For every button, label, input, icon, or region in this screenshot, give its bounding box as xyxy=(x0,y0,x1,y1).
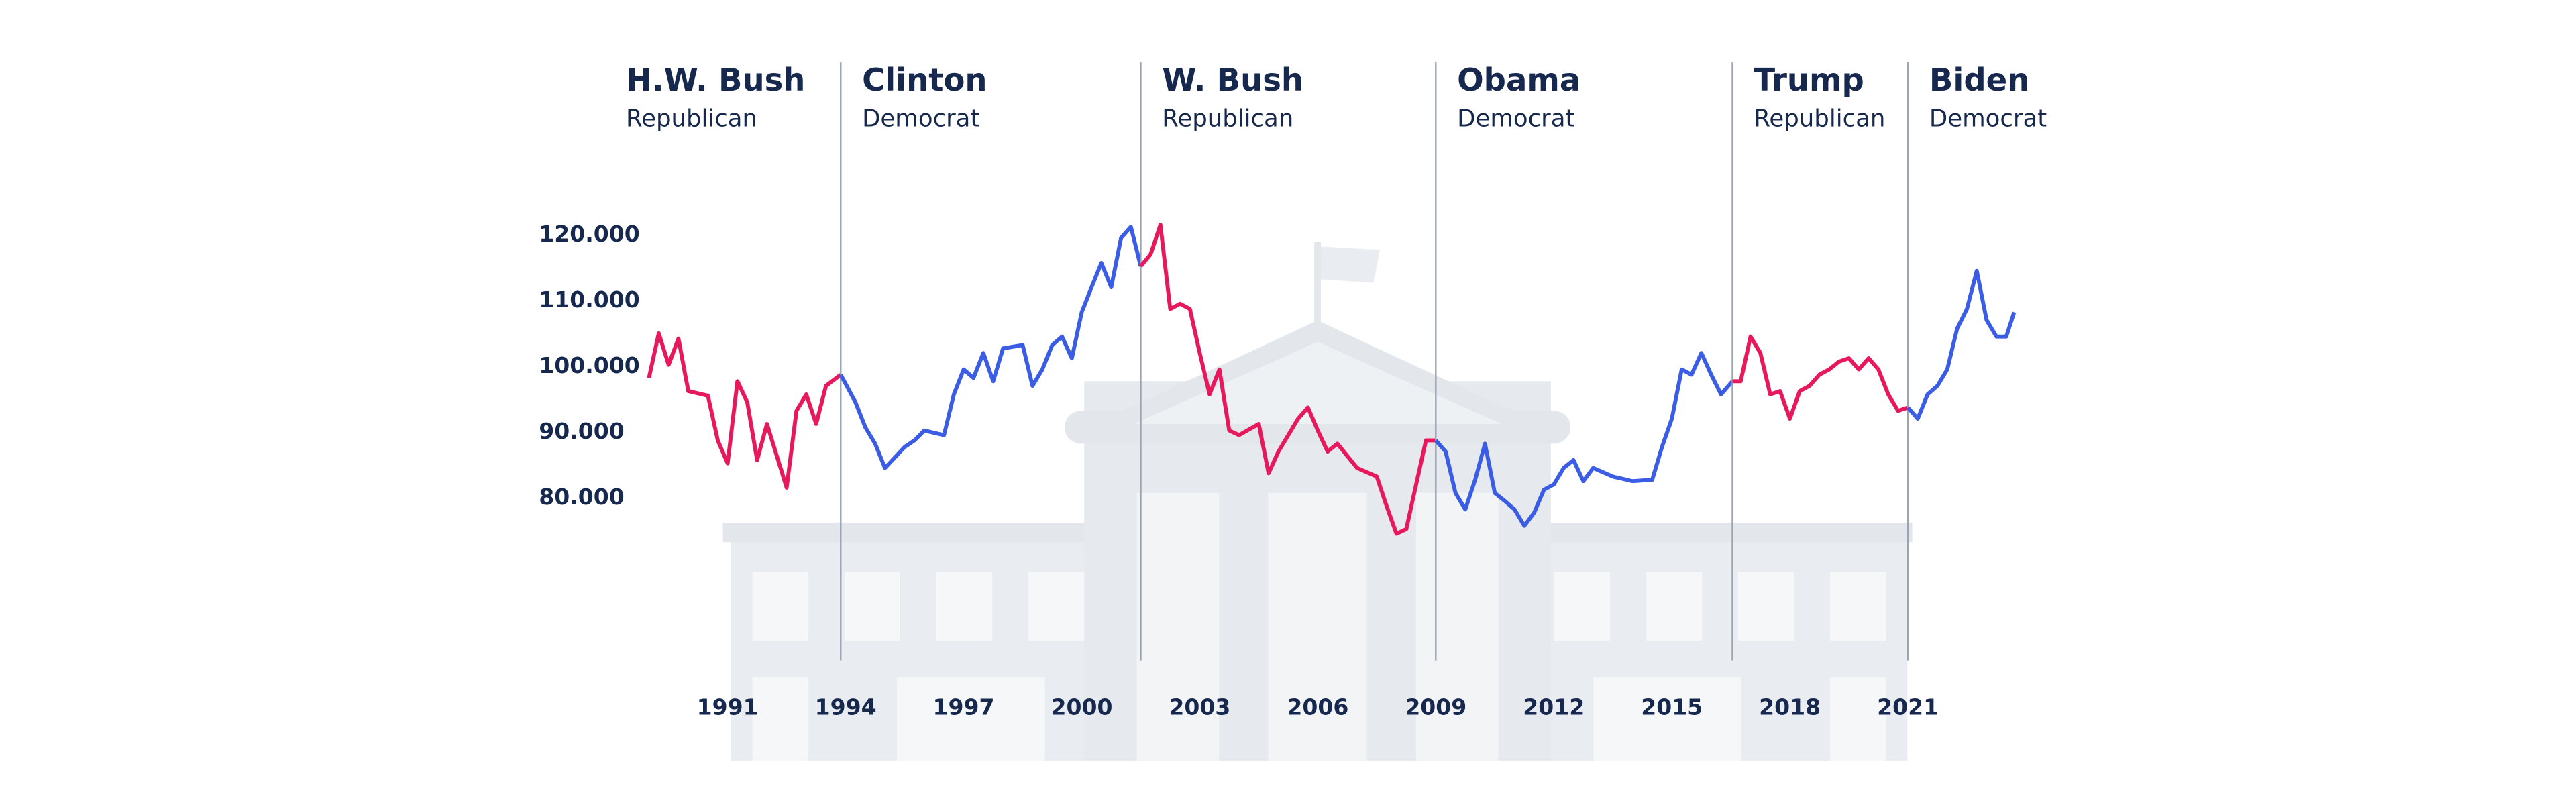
x-tick-label: 2021 xyxy=(1877,694,1939,720)
party-label: Republican xyxy=(1162,105,1293,133)
x-tick-label: 2009 xyxy=(1405,694,1466,720)
president-name: H.W. Bush xyxy=(626,62,805,98)
party-label: Democrat xyxy=(1929,105,2047,133)
x-tick-label: 2003 xyxy=(1169,694,1230,720)
price-line xyxy=(1434,351,1734,528)
party-label: Republican xyxy=(1754,105,1885,133)
president-name: W. Bush xyxy=(1162,62,1303,98)
y-tick-label: 100.000 xyxy=(539,352,640,378)
plot-area: 80.000 90.000 100.000 110.000 120.000 1991 199… xyxy=(539,62,2047,721)
white-house-background xyxy=(722,242,1913,761)
party-label: Democrat xyxy=(862,105,979,133)
price-line xyxy=(1906,268,2017,421)
x-tick-label: 2006 xyxy=(1287,694,1348,720)
price-line xyxy=(1139,223,1436,536)
y-tick-label: 120.000 xyxy=(539,221,640,247)
president-name: Trump xyxy=(1754,62,1864,98)
president-name: Obama xyxy=(1457,62,1580,98)
x-tick-label: 1994 xyxy=(815,694,877,720)
x-tick-label: 2015 xyxy=(1641,694,1703,720)
president-name: Biden xyxy=(1929,62,2029,98)
x-tick-label: 2000 xyxy=(1051,694,1112,720)
y-tick-label: 110.000 xyxy=(539,286,640,313)
party-label: Republican xyxy=(626,105,757,133)
x-tick-label: 2018 xyxy=(1759,694,1821,720)
x-tick-label: 2012 xyxy=(1523,694,1585,720)
party-label: Democrat xyxy=(1457,105,1574,133)
y-tick-label: 80.000 xyxy=(539,484,625,510)
price-line xyxy=(1732,334,1909,421)
y-tick-label: 90.000 xyxy=(539,418,625,444)
x-tick-label: 1991 xyxy=(697,694,759,720)
price-line xyxy=(647,331,843,490)
price-line xyxy=(839,225,1143,470)
president-name: Clinton xyxy=(862,62,987,98)
x-tick-label: 1997 xyxy=(933,694,995,720)
